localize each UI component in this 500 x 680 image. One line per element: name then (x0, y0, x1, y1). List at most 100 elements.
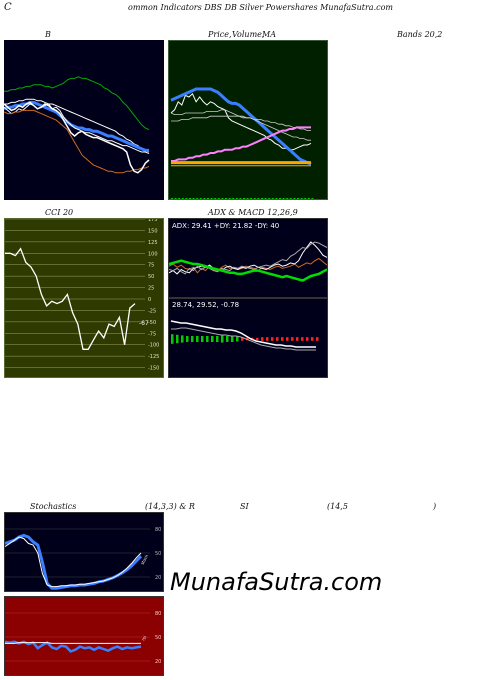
stoch-panel: 80 50 20 stoch (4, 512, 164, 592)
volume-bar (232, 198, 235, 199)
macd-histogram-bar (261, 337, 264, 341)
cci-tick-label: -50 (148, 320, 156, 326)
cci-tick-label: 150 (148, 228, 158, 234)
volume-bar (264, 198, 267, 199)
bollinger-panel (4, 40, 164, 200)
volume-bar (225, 198, 227, 199)
macd-chart: 28.74, 29.52, -0.78 (170, 301, 319, 351)
volume-bar (210, 198, 213, 199)
macd-histogram-bar (196, 336, 199, 342)
volume-bar (268, 198, 271, 199)
volume-bar (250, 198, 253, 199)
cci-tick-label: 125 (148, 240, 158, 246)
cci-tick-label: 100 (148, 251, 158, 257)
macd-histogram-bar (216, 336, 219, 342)
bands-label: Bands 20,2 (397, 30, 443, 39)
price-series-0 (170, 92, 312, 151)
macd-histogram-bar (311, 337, 314, 341)
macd-histogram-bar (201, 336, 204, 342)
bb-label: B (45, 30, 51, 39)
cci-tick-label: 50 (148, 274, 154, 280)
volume-bar (300, 198, 303, 199)
bb-series-5 (4, 101, 150, 174)
adx-series-3 (169, 259, 327, 282)
volume-bar (257, 198, 260, 199)
macd-line (170, 320, 316, 348)
stoch-params-label: (14,3,3) & R (145, 502, 195, 511)
cci-line (5, 247, 136, 350)
macd-histogram-bar (191, 336, 194, 342)
stoch-tick-label: 80 (155, 527, 161, 533)
volume-bar (174, 198, 177, 199)
price-chart (170, 87, 314, 199)
cci-tick-label: -75 (148, 331, 156, 337)
volume-bar (293, 198, 296, 199)
macd-histogram-bar (186, 336, 189, 342)
macd-histogram-bar (271, 337, 274, 341)
macd-histogram-bar (256, 337, 259, 341)
cci-tick-label: -125 (148, 354, 159, 360)
stoch-tick-label: 50 (155, 551, 161, 557)
price-series-1 (170, 87, 312, 166)
macd-histogram-bar (296, 337, 299, 341)
volume-bar (221, 198, 224, 199)
volume-bar (307, 198, 310, 199)
adx-series-1 (169, 241, 327, 275)
macd-histogram-bar (211, 336, 214, 342)
volume-bar (243, 198, 245, 199)
stoch-chart: 80 50 20 stoch (5, 527, 161, 590)
volume-bar (297, 198, 299, 199)
header-initial: C (4, 2, 12, 13)
si-label: SI (240, 502, 249, 511)
price-label: Price, (208, 30, 232, 39)
volume-bar (171, 198, 173, 199)
chart-title: ommon Indicators DBS DB Silver Powershar… (128, 3, 393, 12)
macd-histogram-bar (241, 337, 244, 341)
volume-bar (203, 198, 206, 199)
volume-bar (185, 198, 188, 199)
macd-histogram-bar (281, 337, 284, 341)
volume-bar (304, 198, 307, 199)
cci-label: CCI 20 (45, 208, 74, 217)
macd-histogram-bar (176, 334, 179, 344)
volume-bar (207, 198, 209, 199)
macd-histogram-bar (171, 334, 174, 344)
volume-bar (239, 198, 242, 199)
cci-tick-label: 75 (148, 263, 154, 269)
cci-chart: 175 150 125 100 75 50 25 0 -25 -50 -75 -100 -125 -150… (5, 219, 159, 372)
macd-histogram-bar (221, 335, 224, 343)
stoch-tick-label: 20 (155, 575, 161, 581)
adx-macd-label: ADX & MACD 12,26,9 (208, 208, 298, 217)
stoch-label: Stochastics (30, 502, 77, 511)
macd-histogram-bar (236, 336, 239, 342)
macd-panel: 28.74, 29.52, -0.78 (168, 298, 328, 378)
volume-bar (271, 198, 274, 199)
macd-histogram-bar (301, 337, 304, 341)
ma-label: MA (262, 30, 276, 39)
bollinger-chart (4, 76, 150, 174)
adx-readout: ADX: 29.41 +DY: 21.82 -DY: 40 (172, 222, 279, 230)
volume-bar (181, 198, 184, 199)
volume-bar (189, 198, 191, 199)
price-series-2 (170, 109, 311, 141)
volume-bar (228, 198, 231, 199)
stoch-d-line (5, 533, 143, 590)
macd-histogram-bar (291, 337, 294, 341)
price-panel (168, 40, 328, 200)
rsi-tick-label: 80 (155, 611, 161, 617)
rsi-line (5, 640, 142, 653)
macd-histogram-bar (231, 336, 234, 342)
macd-histogram-bar (276, 337, 279, 341)
rsi-close-label: ) (433, 502, 437, 511)
volume-bar (214, 198, 217, 199)
stoch-current-label: stoch (140, 553, 150, 565)
rsi-chart: 80 50 20 rsi (5, 611, 161, 665)
price-series-4 (171, 126, 311, 162)
volume-bar (235, 198, 238, 199)
rsi-tick-label: 20 (155, 659, 161, 665)
macd-histogram-bar (226, 336, 229, 342)
macd-readout: 28.74, 29.52, -0.78 (172, 301, 239, 309)
cci-tick-label: 25 (148, 286, 154, 292)
price-series-3 (171, 115, 311, 131)
macd-histogram-bar (306, 337, 309, 341)
